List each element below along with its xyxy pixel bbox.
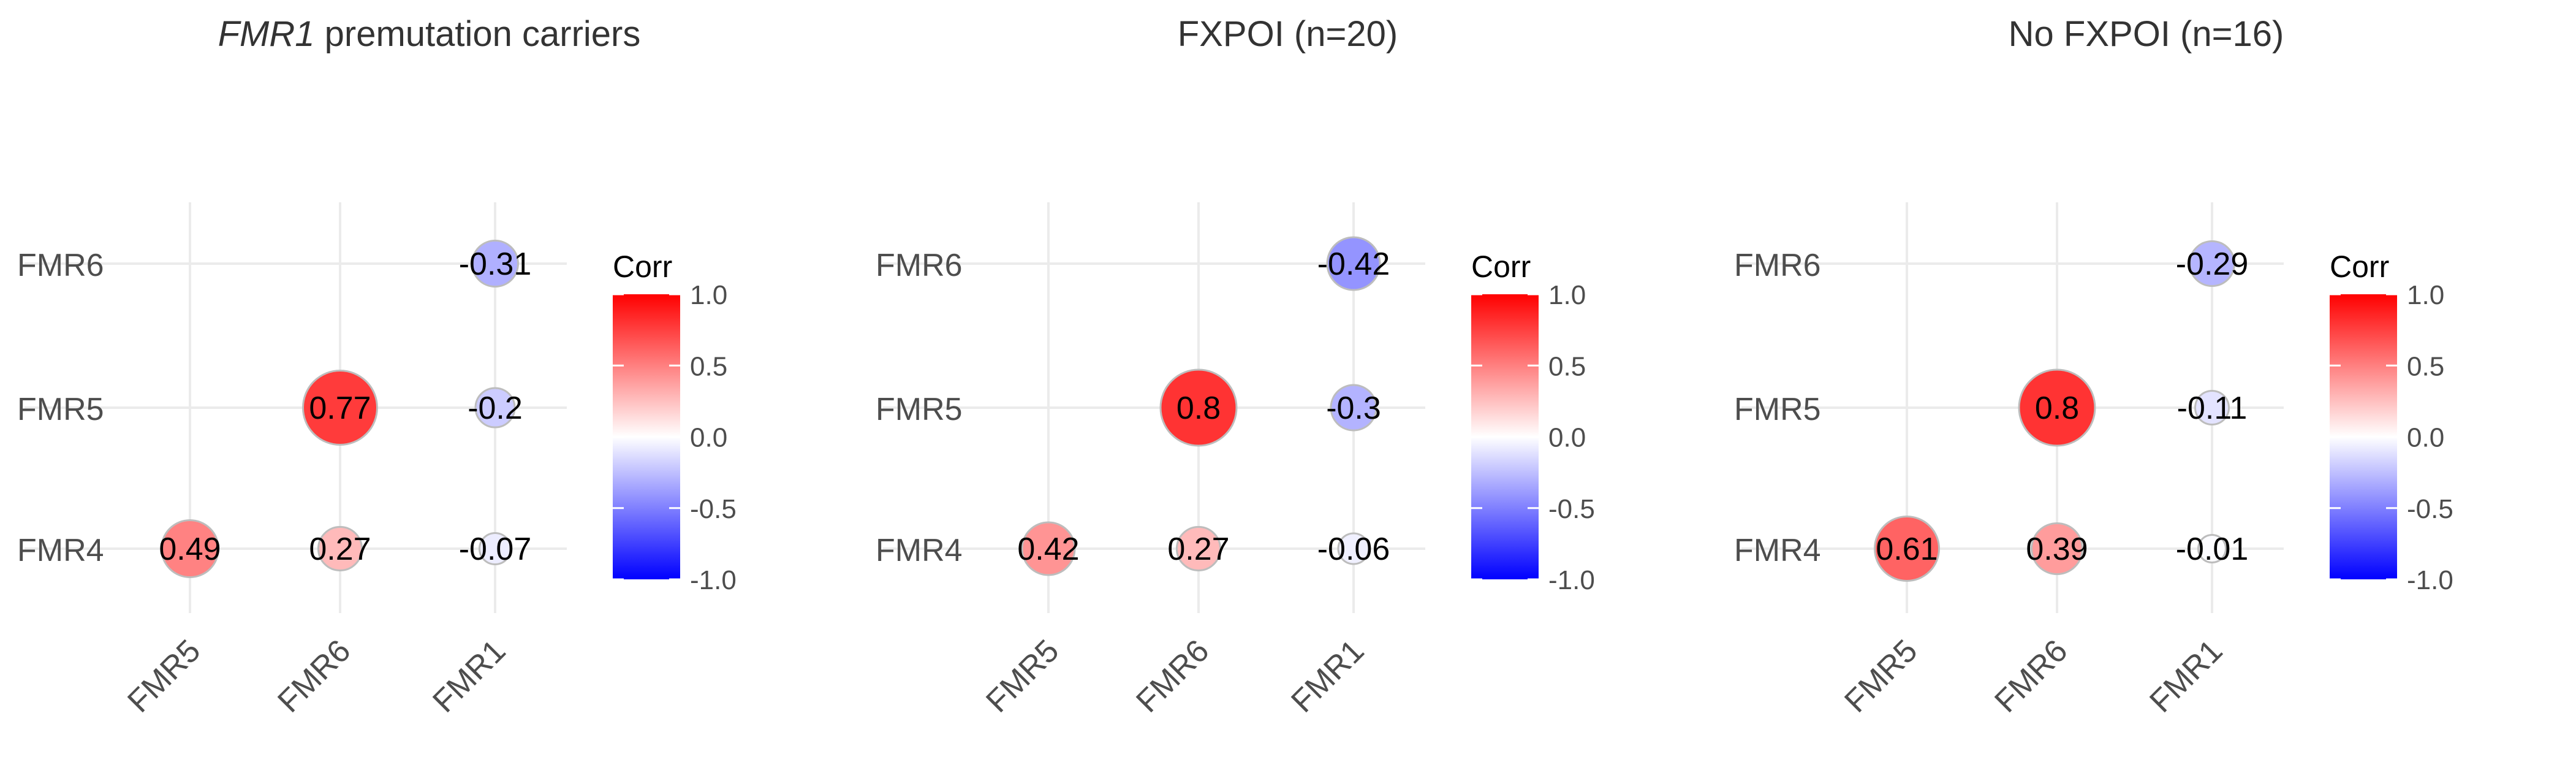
correlation-circle [1337,532,1370,565]
correlogram-panel-1: FMR1 premutation carriers FMR4 FMR5 FMR6 FM… [0,0,858,770]
data-label: -0.29 [2176,246,2249,282]
panel-title: FMR1 premutation carriers [218,14,641,54]
x-tick-label: FMR6 [1988,633,2074,719]
y-tick-label: FMR6 [876,248,963,283]
correlogram-plot: FMR4 FMR5 FMR6 FMR5 FMR6 FMR1 0.61 0.39 -0.01 0.8… [1734,202,2453,720]
legend-tick-label: 1.0 [690,280,727,310]
legend-colorbar [613,294,680,579]
x-tick-label: FMR6 [271,633,357,719]
correlation-circle [471,240,519,288]
correlation-circle [2194,390,2230,425]
correlation-circle [1159,368,1238,447]
correlation-circle [1176,526,1221,571]
y-tick-label: FMR5 [17,392,104,427]
correlation-circle [302,370,378,446]
correlogram-panel-2: FXPOI (n=20) FMR4 FMR5 FMR6 FMR5 FMR6 FMR1 0.4… [858,0,1717,770]
legend-title: Corr [2330,250,2389,284]
data-label: 0.61 [1876,532,1938,567]
correlogram-plot: FMR4 FMR5 FMR6 FMR5 FMR6 FMR1 0.49 0.27 -0.07 0.7… [17,202,737,720]
legend-tick-label: 1.0 [2407,280,2444,310]
data-label: 0.39 [2026,532,2088,567]
correlation-circle [1330,384,1377,432]
legend-colorbar [1471,294,1539,579]
data-label: 0.27 [1167,532,1229,567]
legend-title: Corr [613,250,672,284]
x-tick-label: FMR1 [1284,633,1371,719]
data-label: -0.31 [459,246,532,282]
legend-colorbar [2330,294,2397,579]
data-label: 0.42 [1017,532,1079,567]
data-label: 0.27 [309,532,371,567]
data-label: 0.8 [2035,391,2079,426]
x-tick-label: FMR6 [1129,633,1216,719]
panel-title: No FXPOI (n=16) [2008,14,2284,54]
y-tick-label: FMR4 [1734,533,1821,568]
data-label: 0.8 [1176,391,1221,426]
correlogram-plot: FMR4 FMR5 FMR6 FMR5 FMR6 FMR1 0.42 0.27 -0.06 0.8… [876,202,1595,720]
data-label: -0.3 [1326,391,1381,426]
legend-tick-label: -0.5 [1548,494,1595,524]
correlogram-panel-3: No FXPOI (n=16) FMR4 FMR5 FMR6 FMR5 FMR6 FMR1… [1717,0,2575,770]
y-tick-label: FMR6 [1734,248,1821,283]
correlation-circle [317,526,363,571]
x-tick-label: FMR1 [426,633,512,719]
y-tick-label: FMR5 [1734,392,1821,427]
x-tick-label: FMR5 [121,633,207,719]
data-label: -0.01 [2176,532,2249,567]
y-tick-label: FMR4 [17,533,104,568]
x-tick-label: FMR5 [1838,633,1924,719]
legend-tick-label: -1.0 [690,565,737,595]
legend-tick-label: 1.0 [1548,280,1586,310]
y-tick-label: FMR4 [876,533,963,568]
correlation-circle [2018,368,2096,447]
data-label: -0.11 [2177,391,2248,426]
y-tick-label: FMR6 [17,248,104,283]
data-label: -0.2 [468,391,523,426]
legend-tick-label: -0.5 [2407,494,2453,524]
correlation-circle [1326,236,1381,291]
legend-tick-label: 0.0 [1548,423,1586,453]
data-label: -0.07 [459,532,532,567]
data-label: 0.77 [309,391,371,426]
correlation-circle [161,519,219,578]
legend-tick-label: -1.0 [1548,565,1595,595]
correlation-circle [474,387,516,429]
correlation-circle [2031,522,2083,575]
correlation-circle [1874,516,1940,582]
correlation-circle [2189,240,2235,287]
legend-tick-label: 0.5 [690,351,727,381]
data-label: -0.42 [1317,246,1390,282]
legend-tick-label: -0.5 [690,494,737,524]
legend-tick-label: 0.0 [690,423,727,453]
legend-title: Corr [1471,250,1531,284]
x-tick-label: FMR1 [2143,633,2229,719]
x-tick-label: FMR5 [979,633,1066,719]
correlation-circle [2197,534,2227,563]
legend-tick-label: -1.0 [2407,565,2453,595]
panel-title: FXPOI (n=20) [1177,14,1398,54]
data-label: 0.49 [159,532,221,567]
y-tick-label: FMR5 [876,392,963,427]
correlation-circle [1021,521,1076,576]
legend-tick-label: 0.0 [2407,423,2444,453]
data-label: -0.06 [1317,532,1390,567]
legend-tick-label: 0.5 [1548,351,1586,381]
legend-tick-label: 0.5 [2407,351,2444,381]
correlation-circle [479,532,512,565]
